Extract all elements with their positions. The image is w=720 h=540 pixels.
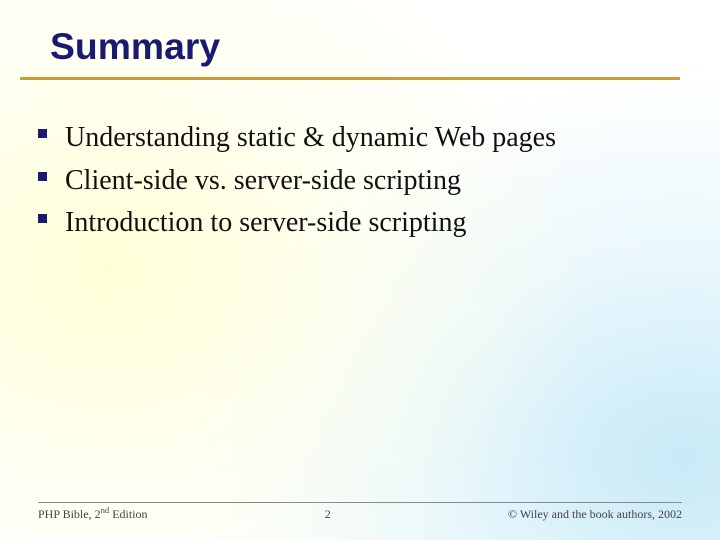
footer-page-number: 2 [148, 507, 508, 522]
list-item-text: Understanding static & dynamic Web pages [65, 118, 556, 159]
footer: PHP Bible, 2nd Edition 2 © Wiley and the… [38, 502, 682, 522]
list-item: Client-side vs. server-side scripting [38, 161, 680, 202]
square-bullet-icon [38, 214, 47, 223]
title-block: Summary [50, 24, 675, 80]
square-bullet-icon [38, 129, 47, 138]
bullet-list: Understanding static & dynamic Web pages… [38, 118, 680, 246]
list-item: Introduction to server-side scripting [38, 203, 680, 244]
slide-title: Summary [50, 24, 675, 77]
footer-row: PHP Bible, 2nd Edition 2 © Wiley and the… [38, 507, 682, 522]
footer-copyright: © Wiley and the book authors, 2002 [508, 507, 682, 522]
footer-left-sup: nd [101, 505, 110, 515]
footer-left-suffix: Edition [109, 507, 147, 521]
square-bullet-icon [38, 172, 47, 181]
list-item-text: Client-side vs. server-side scripting [65, 161, 461, 202]
list-item: Understanding static & dynamic Web pages [38, 118, 680, 159]
footer-left-prefix: PHP Bible, 2 [38, 507, 101, 521]
title-underline [20, 77, 680, 80]
footer-left: PHP Bible, 2nd Edition [38, 507, 148, 522]
footer-rule [38, 502, 682, 503]
slide: Summary Understanding static & dynamic W… [0, 0, 720, 540]
list-item-text: Introduction to server-side scripting [65, 203, 466, 244]
